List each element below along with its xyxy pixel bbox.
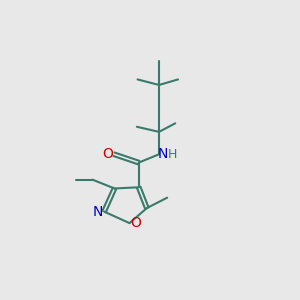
- Text: N: N: [157, 147, 168, 161]
- Text: O: O: [102, 147, 113, 161]
- Text: H: H: [167, 148, 177, 161]
- Text: O: O: [130, 216, 141, 230]
- Text: N: N: [93, 205, 103, 219]
